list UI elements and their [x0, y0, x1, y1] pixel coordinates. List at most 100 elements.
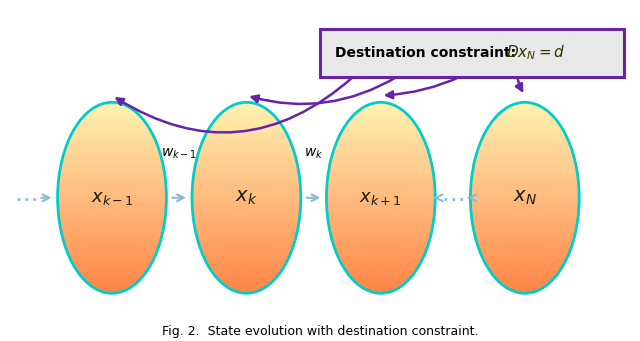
Ellipse shape [229, 106, 264, 108]
Ellipse shape [481, 140, 568, 142]
Ellipse shape [236, 103, 257, 105]
Ellipse shape [59, 175, 165, 177]
Ellipse shape [355, 281, 406, 283]
Ellipse shape [342, 264, 420, 265]
Ellipse shape [336, 251, 426, 252]
Ellipse shape [84, 115, 140, 116]
Ellipse shape [331, 235, 431, 236]
Ellipse shape [195, 166, 298, 167]
Ellipse shape [471, 180, 579, 182]
Ellipse shape [194, 220, 299, 222]
Ellipse shape [327, 209, 435, 210]
Ellipse shape [88, 111, 136, 113]
FancyArrowPatch shape [252, 76, 397, 104]
Ellipse shape [211, 268, 282, 270]
Ellipse shape [327, 183, 435, 185]
Ellipse shape [330, 164, 432, 166]
Ellipse shape [471, 211, 579, 212]
Ellipse shape [486, 131, 564, 132]
Ellipse shape [66, 248, 158, 249]
Ellipse shape [332, 236, 430, 238]
Ellipse shape [476, 238, 574, 239]
Ellipse shape [482, 138, 568, 140]
Ellipse shape [471, 207, 579, 209]
Ellipse shape [471, 182, 579, 183]
Ellipse shape [196, 235, 296, 236]
Ellipse shape [359, 284, 403, 286]
Ellipse shape [371, 291, 391, 292]
Text: $\cdots$: $\cdots$ [14, 186, 37, 210]
Ellipse shape [218, 278, 275, 280]
Ellipse shape [59, 177, 165, 178]
Ellipse shape [60, 172, 164, 174]
Ellipse shape [330, 233, 431, 235]
Ellipse shape [331, 159, 431, 161]
Ellipse shape [62, 159, 162, 161]
Ellipse shape [505, 108, 545, 109]
Ellipse shape [335, 145, 426, 146]
Ellipse shape [351, 118, 411, 119]
Ellipse shape [61, 233, 163, 235]
Ellipse shape [490, 124, 560, 125]
Ellipse shape [326, 204, 435, 206]
Ellipse shape [65, 244, 159, 246]
Ellipse shape [471, 209, 579, 210]
Ellipse shape [511, 105, 539, 106]
Ellipse shape [470, 204, 579, 206]
Ellipse shape [472, 175, 578, 177]
Ellipse shape [59, 217, 165, 219]
Ellipse shape [470, 203, 579, 204]
Ellipse shape [198, 243, 294, 244]
Ellipse shape [212, 122, 280, 124]
Ellipse shape [476, 158, 574, 159]
Ellipse shape [58, 201, 166, 203]
Ellipse shape [69, 138, 155, 140]
Ellipse shape [204, 257, 289, 259]
Ellipse shape [479, 147, 571, 148]
Ellipse shape [349, 119, 412, 121]
Ellipse shape [90, 284, 134, 286]
Ellipse shape [355, 113, 406, 114]
Ellipse shape [326, 206, 435, 207]
Ellipse shape [470, 191, 579, 193]
Ellipse shape [63, 236, 161, 238]
Ellipse shape [65, 150, 159, 151]
Ellipse shape [209, 265, 284, 267]
Ellipse shape [102, 103, 122, 105]
Ellipse shape [346, 270, 416, 271]
Text: $x_{k+1}$: $x_{k+1}$ [360, 189, 402, 207]
Ellipse shape [327, 207, 435, 209]
Ellipse shape [332, 154, 429, 156]
Ellipse shape [88, 283, 136, 284]
FancyArrowPatch shape [387, 76, 461, 98]
Ellipse shape [473, 169, 577, 170]
Ellipse shape [491, 272, 559, 273]
Ellipse shape [193, 214, 300, 216]
Ellipse shape [480, 251, 570, 252]
Ellipse shape [474, 166, 576, 167]
Ellipse shape [495, 277, 555, 278]
Ellipse shape [342, 131, 420, 132]
Ellipse shape [59, 216, 165, 217]
Ellipse shape [199, 150, 294, 151]
Ellipse shape [221, 281, 272, 283]
Ellipse shape [353, 280, 408, 281]
Ellipse shape [58, 193, 166, 194]
Ellipse shape [194, 172, 299, 174]
Ellipse shape [326, 201, 435, 203]
Ellipse shape [194, 170, 299, 172]
Ellipse shape [492, 273, 557, 275]
Ellipse shape [326, 193, 435, 194]
Ellipse shape [82, 277, 142, 278]
Ellipse shape [486, 264, 564, 265]
Ellipse shape [76, 125, 148, 127]
Ellipse shape [198, 241, 294, 243]
Ellipse shape [475, 235, 575, 236]
FancyArrowPatch shape [516, 78, 522, 91]
Ellipse shape [338, 256, 424, 257]
Ellipse shape [193, 182, 300, 183]
Ellipse shape [205, 135, 288, 137]
Ellipse shape [337, 252, 425, 254]
Ellipse shape [207, 132, 286, 134]
Ellipse shape [67, 143, 157, 145]
